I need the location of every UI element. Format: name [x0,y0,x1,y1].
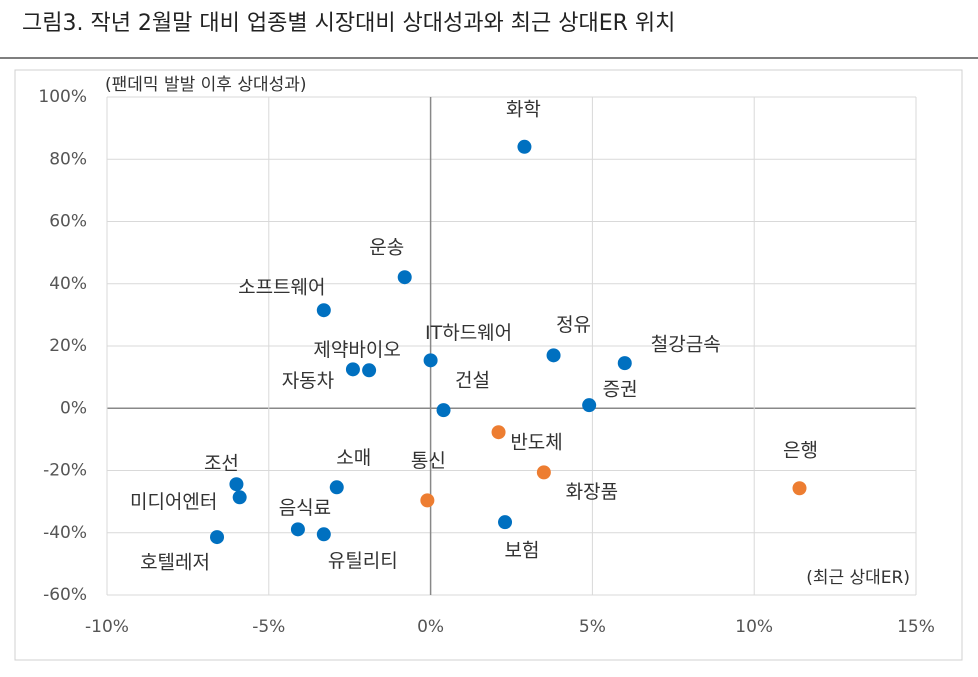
point [617,356,632,371]
point-label: 음식료 [279,497,331,519]
point-label: 호텔레저 [140,552,210,574]
point [536,465,551,480]
point-label: 운송 [369,237,404,259]
point [232,490,247,505]
point [792,481,807,496]
point [362,363,377,378]
x-tick-label: -5% [252,617,285,637]
point-label: 반도체 [510,432,562,454]
point-label: 건설 [455,370,490,392]
point-label: 제약바이오 [313,339,400,361]
y-tick-label: -40% [43,523,87,543]
point [316,303,331,318]
chart-frame [14,69,963,661]
point-label: 조선 [204,453,239,475]
point [316,527,331,542]
point-label: IT하드웨어 [425,322,512,344]
point [345,362,360,377]
point-label: 증권 [603,379,638,401]
point-label: 미디어엔터 [130,491,217,513]
x-tick-label: -10% [85,617,129,637]
y-tick-label: -60% [43,585,87,605]
point [229,477,244,492]
point [582,398,597,413]
point-label: 화학 [506,98,541,120]
y-tick-label: 60% [49,212,87,232]
x-axis-title: (최근 상대ER) [806,568,910,588]
point [436,403,451,418]
point [517,139,532,154]
y-tick-label: 20% [49,336,87,356]
point-label: 유틸리티 [328,550,398,572]
point [290,522,305,537]
y-tick-label: 80% [49,149,87,169]
y-tick-label: -20% [43,461,87,481]
y-tick-label: 0% [60,398,87,418]
point [546,348,561,363]
x-tick-label: 5% [579,617,606,637]
point-label: 정유 [556,314,591,336]
point-label: 소프트웨어 [238,277,325,299]
x-tick-label: 15% [897,617,935,637]
point [420,493,435,508]
point-label: 은행 [783,440,818,462]
x-tick-label: 10% [735,617,773,637]
x-tick-label: 0% [417,617,444,637]
y-tick-label: 100% [38,87,87,107]
point-label: 보험 [505,540,540,562]
point [491,425,506,440]
point-label: 통신 [411,450,446,472]
y-tick-label: 40% [49,274,87,294]
point-label: 화장품 [566,481,618,503]
y-axis-title: (팬데믹 발발 이후 상대성과) [105,75,307,95]
chart-title: 그림3. 작년 2월말 대비 업종별 시장대비 상대성과와 최근 상대ER 위치 [22,11,675,36]
point-label: 철강금속 [651,334,721,356]
point-label: 소매 [336,447,371,469]
point-label: 자동차 [282,370,334,392]
point [423,353,438,368]
point [498,515,513,530]
point [329,480,344,495]
point [210,530,225,545]
point [397,270,412,285]
